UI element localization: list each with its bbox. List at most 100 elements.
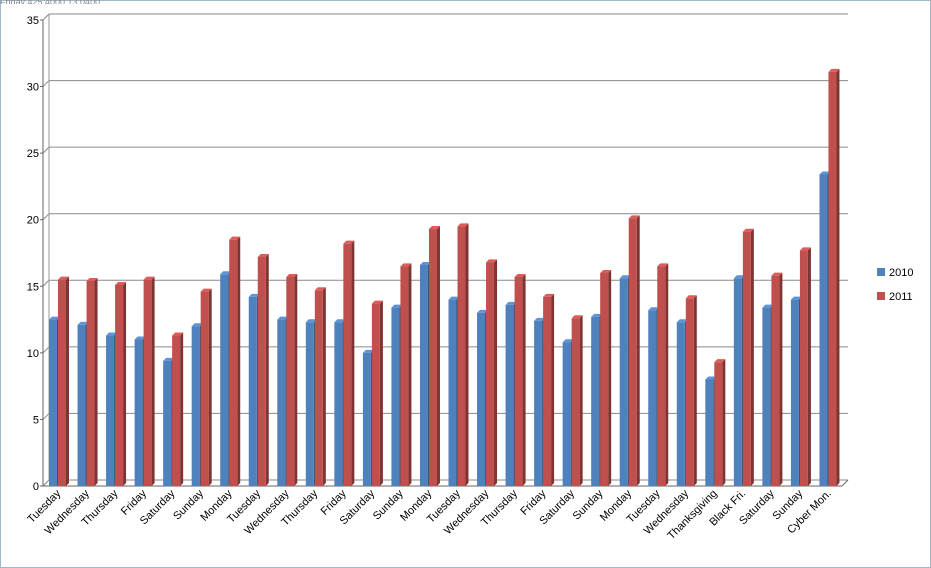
bar-2011-13 (400, 266, 409, 486)
bar-top (705, 376, 717, 380)
bar-side (322, 287, 326, 486)
bar-top (115, 281, 127, 285)
bar-top (334, 319, 346, 323)
bar-top (257, 253, 269, 257)
bar-top (134, 336, 146, 340)
bar-top (343, 240, 355, 244)
legend-swatch-2011 (877, 292, 885, 300)
bar-2010-22 (648, 310, 657, 486)
bar-top (571, 315, 583, 319)
bar-side (180, 332, 184, 486)
bar-2010-7 (220, 274, 229, 486)
bar-2010-19 (562, 342, 571, 486)
bar-top (86, 277, 98, 281)
legend-label-2011: 2011 (889, 291, 913, 303)
bar-side (265, 253, 269, 486)
bar-2011-19 (571, 318, 580, 486)
bar-2010-4 (134, 339, 143, 486)
bar-2011-24 (714, 362, 723, 486)
bar-side (294, 273, 298, 486)
gridline-depth (42, 413, 50, 420)
bar-top (163, 357, 175, 361)
bar-top (619, 275, 631, 279)
bar-2011-27 (799, 250, 808, 486)
bar-top (514, 273, 526, 277)
cropped-spreadsheet-row: Friday 425 4000 13.0400 (0, 0, 931, 4)
bar-2011-4 (143, 279, 152, 486)
bar-side (237, 236, 241, 486)
bar-top (600, 269, 612, 273)
bar-top (457, 223, 469, 227)
bar-2011-14 (428, 229, 437, 486)
bar-2010-17 (505, 304, 514, 486)
y-tick-label: 10 (27, 348, 39, 360)
bar-side (66, 276, 69, 486)
bar-2010-24 (705, 379, 714, 486)
bar-2010-3 (106, 335, 115, 486)
bar-top (286, 273, 298, 277)
bar-top (143, 276, 155, 280)
bar-2010-16 (477, 312, 486, 486)
bar-side (693, 295, 697, 486)
bar-side (408, 263, 412, 486)
bar-side (151, 276, 155, 486)
bar-2010-21 (619, 278, 628, 486)
bar-2010-20 (591, 316, 600, 486)
floor-edge (841, 479, 849, 487)
bar-2011-6 (200, 291, 209, 486)
bar-top (742, 228, 754, 232)
bar-top (685, 295, 697, 299)
bar-top (77, 321, 89, 325)
bar-2011-9 (286, 276, 295, 486)
gridline-depth (42, 213, 50, 221)
bar-top (486, 259, 498, 263)
bar-2011-8 (257, 256, 266, 486)
bar-top (172, 332, 184, 336)
bar-top (220, 271, 232, 275)
bar-2011-28 (828, 71, 837, 486)
bar-top (229, 236, 241, 240)
bar-top (799, 247, 811, 251)
y-tick-label: 5 (33, 414, 39, 426)
bar-top (762, 304, 774, 308)
bar-2010-28 (819, 174, 828, 486)
y-tick-label: 35 (27, 15, 39, 27)
bar-top (49, 316, 60, 320)
bar-2011-17 (514, 276, 523, 486)
bar-top (648, 307, 660, 311)
bar-2011-12 (371, 303, 380, 486)
bar-2011-20 (600, 272, 609, 486)
bar-2011-11 (343, 243, 352, 486)
bar-side (494, 259, 498, 486)
legend-swatch-2010 (877, 268, 885, 276)
bar-2011-22 (657, 266, 666, 486)
bar-2010-27 (790, 299, 799, 486)
bar-2010-10 (305, 322, 314, 486)
bar-top (714, 359, 726, 363)
bar-2011-25 (742, 231, 751, 486)
bar-top (828, 68, 840, 72)
bar-2010-15 (448, 299, 457, 486)
bar-top (371, 300, 383, 304)
bar-side (351, 240, 355, 486)
bar-side (750, 228, 754, 486)
bar-top (106, 332, 118, 336)
bar-top (314, 287, 326, 291)
bar-side (94, 277, 98, 486)
bar-side (436, 226, 440, 486)
bar-2010-6 (191, 326, 200, 486)
bar-top (448, 296, 460, 300)
bar-top (400, 263, 412, 267)
bar-side (579, 315, 583, 486)
bar-2010-23 (676, 322, 685, 486)
bar-2011-16 (486, 262, 495, 486)
bar-2010-25 (733, 278, 742, 486)
bar-side (779, 272, 783, 486)
bar-2011-21 (628, 218, 637, 486)
bar-2011-10 (314, 290, 323, 486)
bar-side (722, 359, 726, 486)
bar-2010-26 (762, 307, 771, 486)
bar-2011-2 (86, 280, 95, 486)
y-tick-label: 15 (27, 281, 39, 293)
